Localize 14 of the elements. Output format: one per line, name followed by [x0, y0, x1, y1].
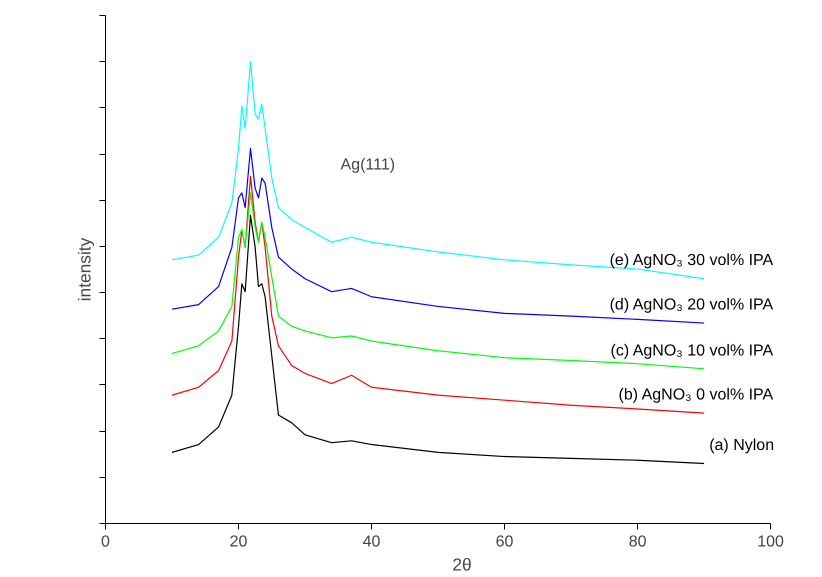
x-axis-title: 2θ [452, 554, 472, 574]
series-label: (b) AgNO₃ 0 vol% IPA [618, 386, 774, 404]
x-tick-label: 20 [230, 534, 248, 550]
y-axis-title: intensity [74, 237, 94, 302]
x-tick-label: 60 [496, 534, 514, 550]
x-tick-label: 100 [757, 534, 784, 550]
series-label: (c) AgNO₃ 10 vol% IPA [610, 342, 774, 360]
x-tick-label: 40 [362, 534, 381, 550]
annotation: Ag(111) [340, 156, 396, 174]
x-tick-label: 80 [628, 534, 647, 550]
series-label: (d) AgNO₃ 20 vol% IPA [610, 296, 774, 314]
series-label: (a) Nylon [709, 436, 774, 454]
series-label: (e) AgNO₃ 30 vol% IPA [610, 252, 774, 270]
x-tick-label: 0 [101, 534, 110, 550]
